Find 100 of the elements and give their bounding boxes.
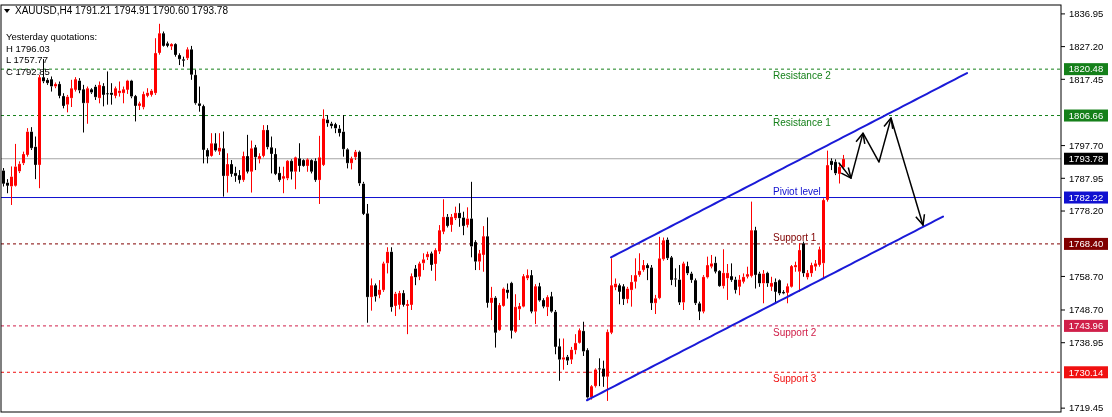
candlestick (294, 156, 297, 190)
text: 1793.78 (1068, 153, 1104, 165)
candlestick (482, 225, 485, 273)
candlestick (58, 81, 61, 99)
candlestick (54, 82, 57, 89)
candlestick (162, 31, 165, 48)
text: 1768.40 (1068, 238, 1104, 250)
candlestick (314, 157, 317, 183)
candlestick (550, 291, 553, 314)
candlestick (622, 283, 625, 306)
candlestick (682, 261, 685, 311)
candlestick (178, 52, 181, 66)
candlestick (838, 162, 841, 184)
candlestick (414, 264, 417, 286)
ref-line-label: Support 1 (773, 231, 817, 243)
candlestick (142, 91, 145, 110)
candlestick (630, 274, 633, 308)
candlestick (210, 132, 213, 158)
text: 1806.66 (1068, 109, 1104, 121)
candlestick (114, 86, 117, 99)
candlestick (826, 150, 829, 203)
candlestick (694, 277, 697, 306)
candlestick (638, 252, 641, 278)
candlestick (750, 201, 753, 278)
candlestick (86, 86, 89, 125)
candlestick (514, 293, 517, 334)
candlestick (766, 271, 769, 288)
ref-line-label: Piviot level (773, 185, 821, 197)
candlestick (158, 23, 161, 56)
y-tick-label: 1787.95 (1069, 172, 1104, 184)
candlestick (774, 277, 777, 304)
y-tick-label: 1836.95 (1069, 8, 1104, 20)
candlestick (738, 274, 741, 296)
candlestick (342, 114, 345, 158)
candlestick (262, 124, 265, 158)
candlestick (254, 144, 257, 171)
candlestick (678, 264, 681, 306)
ref-line-label: Support 2 (773, 326, 817, 338)
candlestick (334, 122, 337, 134)
candlestick (326, 114, 329, 128)
candlestick (258, 152, 261, 164)
candlestick (530, 269, 533, 314)
annotation: Yesterday quotations: (6, 31, 98, 42)
candlestick (250, 140, 253, 194)
annotation: L 1757.77 (6, 54, 48, 65)
ref-line-label: Resistance 1 (773, 116, 832, 128)
text: 1820.48 (1068, 63, 1104, 75)
candlestick (182, 56, 185, 68)
candlestick (394, 291, 397, 317)
y-tick-label: 1778.20 (1069, 205, 1104, 217)
candlestick (770, 276, 773, 292)
candlestick (402, 289, 405, 308)
candlestick (370, 277, 373, 312)
candlestick (842, 154, 845, 170)
candlestick (810, 262, 813, 278)
candlestick (190, 45, 193, 81)
candlestick (598, 357, 601, 387)
ref-line-label: Resistance 2 (773, 70, 832, 82)
line-series (586, 215, 944, 402)
y-tick-label: 1719.45 (1069, 402, 1104, 414)
candlestick (754, 226, 757, 290)
candlestick (490, 286, 493, 321)
candlestick (590, 384, 593, 401)
candlestick (186, 46, 189, 61)
candlestick (486, 216, 489, 309)
text: 1743.96 (1068, 320, 1104, 332)
chart-title: XAUUSD,H4 1791.21 1794.91 1790.60 1793.78 (15, 5, 229, 16)
candlestick (426, 251, 429, 261)
candlestick (194, 69, 197, 106)
candlestick (62, 92, 65, 109)
candlestick (106, 70, 109, 106)
candlestick (246, 134, 249, 174)
candlestick (290, 158, 293, 180)
candlestick (174, 42, 177, 58)
candlestick (266, 124, 269, 150)
candlestick (226, 152, 229, 194)
candlestick (94, 84, 97, 101)
y-tick-label: 1827.20 (1069, 40, 1104, 52)
y-tick-label: 1797.70 (1069, 139, 1104, 151)
candlestick (346, 147, 349, 169)
candlestick (830, 157, 833, 171)
candlestick (38, 74, 41, 189)
candlestick (390, 246, 393, 313)
text: 1730.14 (1068, 366, 1104, 378)
candlestick (562, 338, 565, 371)
candlestick (170, 42, 173, 51)
candlestick (206, 147, 209, 164)
annotation: H 1796.03 (6, 42, 50, 54)
candlestick (430, 251, 433, 272)
candlestick (374, 282, 377, 303)
candlestick (510, 281, 513, 340)
candlestick (546, 294, 549, 317)
candlestick (566, 354, 569, 366)
candlestick (642, 259, 645, 273)
candlestick (214, 132, 217, 153)
candlestick (650, 264, 653, 311)
candlestick (242, 151, 245, 183)
candlestick (306, 157, 309, 173)
candlestick (802, 241, 805, 278)
candlestick (762, 269, 765, 304)
